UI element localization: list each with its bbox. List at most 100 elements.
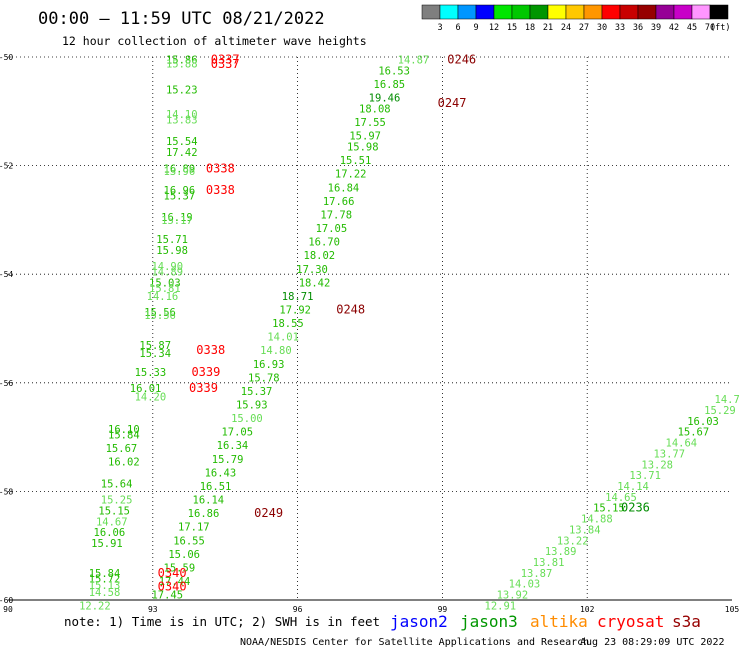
wave-height-label: 15.13 <box>89 580 121 592</box>
colorbar-swatch <box>565 4 585 20</box>
units-note: note: 1) Time is in UTC; 2) SWH is in fe… <box>64 614 380 629</box>
wave-height-label: 15.23 <box>166 85 198 97</box>
colorbar-label: 30 <box>597 23 607 33</box>
wave-height-label: 15.84 <box>89 568 121 580</box>
pass-time-label: 0337 <box>211 53 240 67</box>
pass-time-label: 0340 <box>158 579 187 593</box>
colorbar-label: 39 <box>651 23 661 33</box>
wave-height-label: 14.67 <box>96 516 128 528</box>
wave-height-label: 12.22 <box>79 600 111 612</box>
chart-subtitle: 12 hour collection of altimeter wave hei… <box>62 34 367 48</box>
y-tick-label: -54 <box>0 270 13 279</box>
wave-height-label: 18.02 <box>304 250 336 262</box>
wave-height-label: 15.25 <box>101 495 133 507</box>
wave-height-label: 13.84 <box>569 524 601 536</box>
wave-height-label: 14.7 <box>715 394 740 406</box>
colorbar-swatch <box>529 4 549 20</box>
colorbar-swatch <box>619 4 639 20</box>
wave-height-label: 14.88 <box>581 514 613 526</box>
wave-height-label: 16.53 <box>378 66 410 78</box>
wave-height-label: 14.14 <box>617 481 649 493</box>
wave-height-label: 14.10 <box>166 109 198 121</box>
wave-height-label: 16.03 <box>687 416 719 428</box>
wave-height-label: 17.22 <box>335 169 367 181</box>
wave-height-label: 17.55 <box>354 117 386 129</box>
wave-height-label: 16.70 <box>308 237 340 249</box>
wave-height-label: 18.08 <box>359 104 391 116</box>
wave-height-label: 12.91 <box>485 600 517 612</box>
pass-time-label: 0337 <box>211 57 240 71</box>
wave-height-label: 14.90 <box>151 261 183 273</box>
wave-height-label: 14.65 <box>605 492 637 504</box>
wave-height-label: 16.89 <box>164 163 196 175</box>
wave-height-label: 17.42 <box>166 147 198 159</box>
pass-time-label: 0236 <box>621 501 650 515</box>
wave-height-label: 18.71 <box>282 291 314 303</box>
satellite-altika-legend: altika <box>530 612 588 631</box>
wave-height-label: 16.51 <box>200 481 232 493</box>
axis-ticks: 90 93 96 99 102 105 -50 -52 -54 -56 -58 -60 <box>0 53 739 614</box>
x-tick-label: 90 <box>3 605 13 614</box>
colorbar-label: 70 <box>705 23 715 33</box>
wave-height-label: 16.86 <box>188 508 220 520</box>
colorbar-label: 9 <box>473 23 478 33</box>
y-tick-label: -60 <box>0 596 13 605</box>
wave-height-label: 15.98 <box>347 142 379 154</box>
wave-height-label: 14.87 <box>398 55 430 67</box>
wave-height-label: 17.05 <box>316 223 348 235</box>
colorbar-swatch <box>511 4 531 20</box>
pass-time-label: 0338 <box>206 183 235 197</box>
wave-height-label: 15.98 <box>156 245 188 257</box>
wave-height-label: 15.00 <box>231 413 263 425</box>
satellite-jason3-legend: jason3 <box>460 612 518 631</box>
wave-height-label: 15.59 <box>164 562 196 574</box>
wave-height-label: 14.80 <box>260 345 292 357</box>
pass-time-label: 0339 <box>189 381 218 395</box>
x-tick-label: 102 <box>580 605 595 614</box>
x-tick-label: 105 <box>725 605 740 614</box>
wave-height-label: 13.96 <box>164 166 196 178</box>
wave-height-label: 15.54 <box>166 136 198 148</box>
wave-height-label: 15.71 <box>156 234 188 246</box>
colorbar-label: 12 <box>489 23 499 33</box>
wave-height-label: 14.64 <box>666 438 698 450</box>
wave-height-label: 13.28 <box>641 459 673 471</box>
colorbar-label: 3 <box>437 23 442 33</box>
wave-height-label: 16.93 <box>253 359 285 371</box>
y-tick-label: -50 <box>0 53 13 62</box>
wave-height-label: 16.19 <box>161 212 193 224</box>
colorbar-swatch <box>709 4 729 20</box>
wave-height-label: 17.05 <box>221 427 253 439</box>
wave-height-label: 15.88 <box>166 59 198 71</box>
wave-height-label: 17.78 <box>320 209 352 221</box>
wave-height-label: 15.56 <box>144 310 176 322</box>
colorbar-label: 27 <box>579 23 589 33</box>
pass-time-label: 0247 <box>438 96 467 110</box>
wave-height-label: 17.17 <box>178 522 210 534</box>
wave-height-label: 14.01 <box>267 332 299 344</box>
pass-time-label: 0340 <box>158 566 187 580</box>
y-tick-label: -52 <box>0 162 13 171</box>
colorbar-label: 24 <box>561 23 571 33</box>
wave-height-label: 17.30 <box>296 264 328 276</box>
colorbar-label: 15 <box>507 23 517 33</box>
pass-time-label: 0248 <box>336 302 365 316</box>
colorbar-label: 42 <box>669 23 679 33</box>
colorbar-swatch <box>691 4 711 20</box>
wave-height-label: 15.86 <box>166 55 198 67</box>
wave-height-label: 13.22 <box>557 535 589 547</box>
wave-height-label: 15.97 <box>349 131 381 143</box>
plot-area: 90 93 96 99 102 105-50-52-54-56-58-60 15.8615… <box>0 53 740 614</box>
y-tick-label: -56 <box>0 379 13 388</box>
wave-height-label: 16.10 <box>108 424 140 436</box>
wave-height-label: 17.92 <box>279 304 311 316</box>
satellite-legend: jason2 jason3 altika cryosat s3a <box>390 612 701 631</box>
colorbar-swatch <box>655 4 675 20</box>
wave-height-label: 15.81 <box>149 283 181 295</box>
wave-height-label: 18.42 <box>299 277 331 289</box>
pass-time-label: 0338 <box>206 161 235 175</box>
wave-height-label: 15.15 <box>98 505 130 517</box>
wave-height-label: 16.55 <box>173 535 205 547</box>
y-tick-label: -58 <box>0 487 13 496</box>
